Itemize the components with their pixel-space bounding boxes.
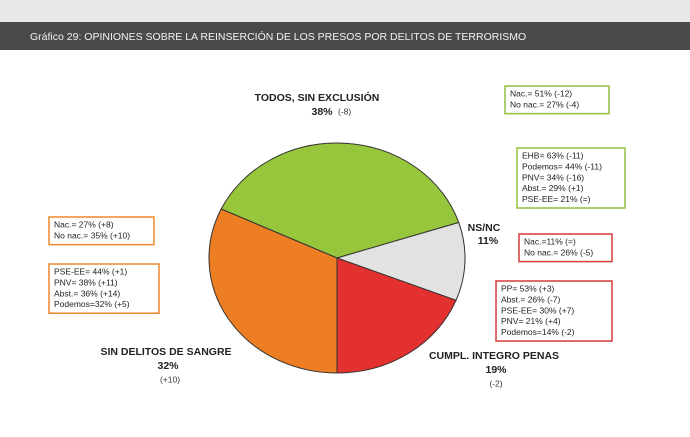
annotation-line: Abst.= 26% (-7) xyxy=(501,294,560,304)
slice-label: TODOS, SIN EXCLUSIÓN xyxy=(255,91,380,104)
pie-slice xyxy=(336,257,457,374)
annotation-line: Nac.= 51% (-12) xyxy=(510,89,572,99)
pie-slice xyxy=(220,142,460,259)
annotation-line: PSE-EE= 30% (+7) xyxy=(501,305,574,315)
annotation-line: PSE-EE= 44% (+1) xyxy=(54,267,127,277)
slice-change: (-8) xyxy=(338,106,351,116)
annotation-line: PSE-EE= 21% (=) xyxy=(522,194,591,204)
annotation-box xyxy=(48,263,160,314)
slice-value: 19% xyxy=(485,364,507,376)
slice-value: 32% xyxy=(157,360,179,372)
annotation-line: No nac.= 26% (-5) xyxy=(524,247,593,257)
pie-slice xyxy=(208,208,338,374)
slice-label: SIN DELITOS DE SANGRE xyxy=(100,346,231,358)
slice-value: 11% xyxy=(478,235,499,247)
annotation-line: Nac.= 27% (+8) xyxy=(54,220,114,230)
annotation-box xyxy=(516,147,626,209)
annotation-line: PNV= 21% (+4) xyxy=(501,316,561,326)
annotation-line: PNV= 38% (+11) xyxy=(54,277,118,287)
slice-value: 38% xyxy=(311,106,333,118)
header-bar xyxy=(0,22,690,50)
annotation-line: No nac.= 35% (+10) xyxy=(54,230,130,240)
annotation-line: No nac.= 27% (-4) xyxy=(510,99,579,109)
pie-slice xyxy=(335,221,466,301)
annotation-line: PNV= 34% (-16) xyxy=(522,172,584,182)
slice-label: CUMPL. INTEGRO PENAS xyxy=(429,350,559,362)
annotation-line: Podemos= 44% (-11) xyxy=(522,161,602,171)
annotation-line: Abst.= 36% (+14) xyxy=(54,288,120,298)
annotation-line: Podemos=14% (-2) xyxy=(501,327,575,337)
annotation-line: PP= 53% (+3) xyxy=(501,284,555,294)
slice-change: (+10) xyxy=(160,374,180,384)
chart-title: Gráfico 29: OPINIONES SOBRE LA REINSERCI… xyxy=(30,30,526,43)
annotation-line: Abst.= 29% (+1) xyxy=(522,183,584,193)
annotation-box xyxy=(495,280,613,342)
annotation-line: Nac.=11% (=) xyxy=(524,237,576,247)
slice-change: (-2) xyxy=(489,378,502,388)
annotation-line: Podemos=32% (+5) xyxy=(54,299,130,309)
annotation-box xyxy=(504,85,610,115)
annotation-box xyxy=(48,216,155,246)
top-margin xyxy=(0,0,690,22)
annotation-line: EHB= 63% (-11) xyxy=(522,151,584,161)
slice-label: NS/NC xyxy=(468,222,501,234)
annotation-box xyxy=(518,233,613,263)
